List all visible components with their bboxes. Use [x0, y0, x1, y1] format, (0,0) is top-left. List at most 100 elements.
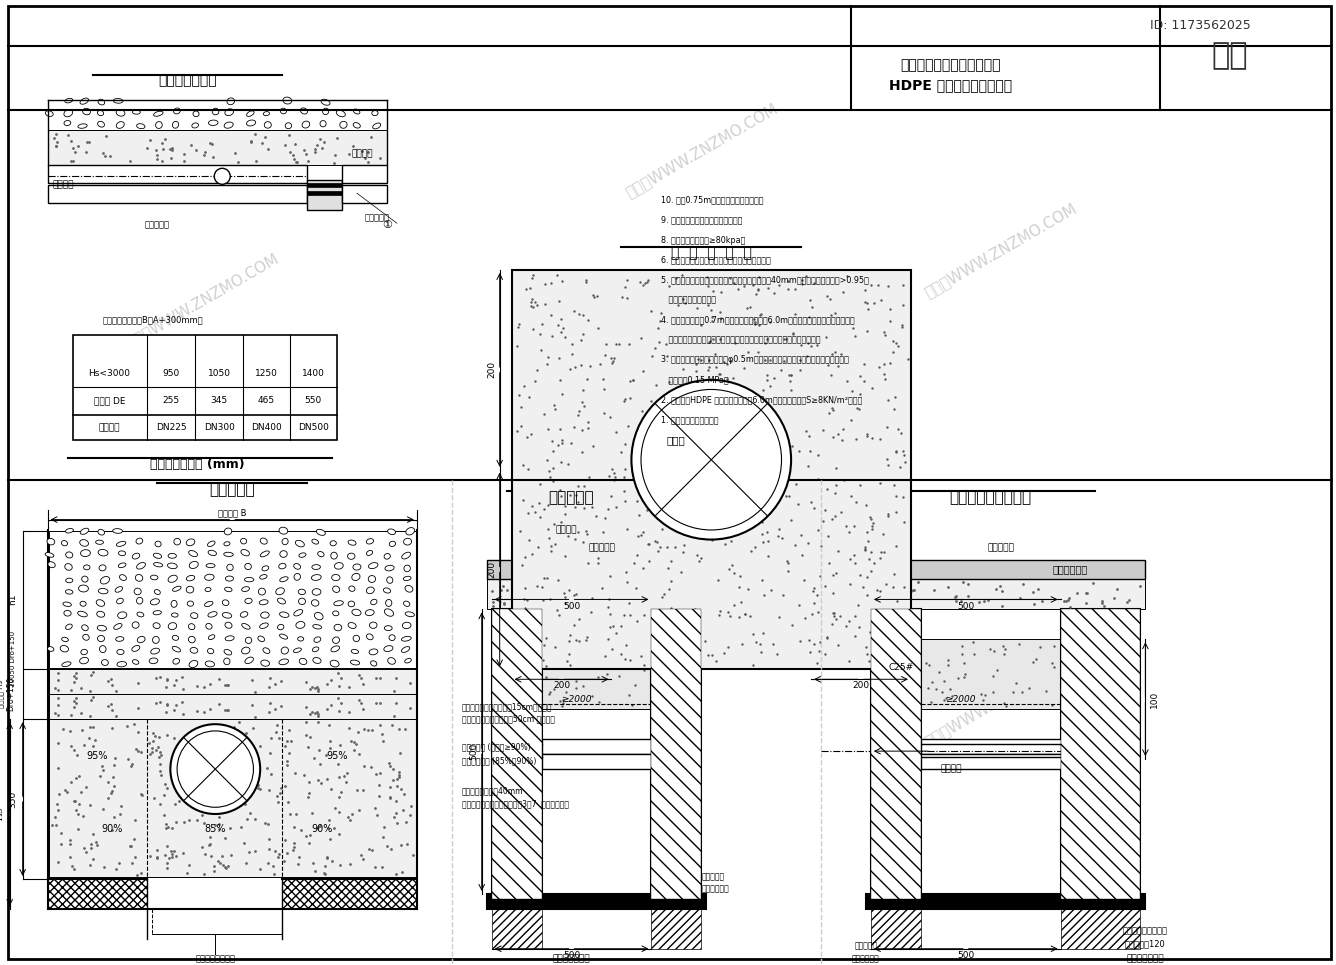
Point — [895, 685, 916, 701]
Point — [532, 579, 553, 594]
Point — [824, 305, 846, 320]
Point — [645, 593, 667, 609]
Point — [640, 394, 661, 409]
Ellipse shape — [83, 108, 91, 115]
Bar — [921, 640, 1061, 709]
Point — [578, 469, 600, 484]
Point — [194, 846, 215, 862]
Ellipse shape — [385, 609, 394, 617]
Point — [819, 291, 840, 307]
Point — [705, 653, 727, 669]
Ellipse shape — [191, 613, 198, 619]
Point — [1010, 591, 1031, 606]
Point — [45, 126, 67, 142]
Text: 管道基础图: 管道基础图 — [210, 482, 255, 497]
Point — [599, 468, 620, 483]
Bar — [486, 560, 711, 579]
Point — [807, 655, 828, 671]
Point — [858, 552, 879, 567]
Point — [371, 733, 393, 749]
Point — [883, 566, 904, 582]
Text: 知末: 知末 — [1212, 41, 1248, 70]
Ellipse shape — [112, 529, 123, 534]
Point — [98, 673, 119, 688]
Ellipse shape — [333, 586, 339, 593]
Point — [146, 147, 167, 162]
Point — [171, 750, 192, 765]
Point — [673, 652, 695, 668]
Point — [139, 132, 160, 148]
Point — [688, 607, 709, 622]
Point — [665, 539, 687, 555]
Point — [60, 723, 81, 738]
Point — [544, 398, 565, 413]
Text: 500: 500 — [562, 951, 580, 960]
Point — [127, 867, 148, 882]
Point — [216, 677, 238, 693]
Point — [803, 580, 824, 595]
Point — [807, 337, 828, 352]
Point — [350, 696, 371, 711]
Point — [234, 796, 255, 812]
Point — [44, 705, 65, 721]
Point — [395, 814, 417, 830]
Ellipse shape — [174, 108, 180, 114]
Point — [297, 789, 318, 805]
Text: 1050: 1050 — [208, 370, 231, 378]
Point — [792, 272, 814, 288]
Point — [854, 541, 875, 557]
Point — [98, 698, 119, 713]
Point — [657, 348, 679, 364]
Ellipse shape — [405, 586, 413, 593]
Point — [680, 649, 701, 665]
Ellipse shape — [168, 622, 176, 629]
Point — [57, 127, 79, 143]
Point — [1022, 585, 1043, 600]
Point — [63, 675, 84, 690]
Point — [83, 826, 104, 841]
Point — [482, 594, 504, 610]
Point — [780, 382, 802, 398]
Point — [867, 278, 888, 293]
Point — [238, 844, 259, 860]
Point — [215, 677, 236, 693]
Point — [823, 605, 844, 620]
Ellipse shape — [204, 601, 212, 607]
Point — [876, 452, 898, 467]
Ellipse shape — [321, 121, 326, 126]
Point — [874, 328, 895, 344]
Point — [562, 303, 584, 318]
Point — [868, 659, 890, 675]
Point — [91, 758, 112, 774]
Point — [1100, 657, 1121, 673]
Point — [938, 579, 959, 594]
Point — [401, 798, 422, 813]
Point — [131, 786, 152, 802]
Point — [823, 586, 844, 601]
Point — [668, 618, 689, 633]
Point — [926, 681, 947, 697]
Ellipse shape — [353, 564, 361, 570]
Point — [159, 141, 180, 156]
Point — [47, 697, 68, 712]
Point — [265, 676, 286, 692]
Point — [993, 639, 1014, 654]
Point — [240, 775, 262, 790]
Point — [351, 143, 373, 158]
Point — [517, 626, 538, 642]
Point — [613, 607, 635, 622]
Point — [349, 747, 370, 762]
Ellipse shape — [402, 552, 410, 559]
Point — [548, 317, 569, 332]
Point — [1055, 593, 1077, 608]
Ellipse shape — [244, 577, 254, 582]
Point — [572, 394, 593, 409]
Point — [736, 431, 758, 447]
Point — [818, 528, 839, 543]
Point — [756, 524, 778, 539]
Point — [361, 759, 382, 775]
Point — [98, 790, 119, 806]
Point — [104, 758, 126, 773]
Point — [397, 836, 418, 851]
Point — [647, 543, 668, 559]
